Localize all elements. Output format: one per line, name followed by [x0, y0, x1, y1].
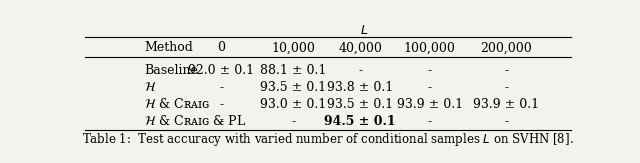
Text: 93.5 ± 0.1: 93.5 ± 0.1 [327, 98, 394, 111]
Text: 93.9 ± 0.1: 93.9 ± 0.1 [397, 98, 463, 111]
Text: -: - [220, 115, 223, 128]
Text: -: - [220, 81, 223, 94]
Text: -: - [358, 64, 362, 77]
Text: 93.9 ± 0.1: 93.9 ± 0.1 [474, 98, 540, 111]
Text: -: - [428, 115, 432, 128]
Text: 93.0 ± 0.1: 93.0 ± 0.1 [260, 98, 326, 111]
Text: -: - [291, 115, 295, 128]
Text: $\mathcal{H}$: $\mathcal{H}$ [145, 81, 157, 94]
Text: Method: Method [145, 41, 193, 54]
Text: 94.5 ± 0.1: 94.5 ± 0.1 [324, 115, 396, 128]
Text: Baseline: Baseline [145, 64, 198, 77]
Text: 93.8 ± 0.1: 93.8 ± 0.1 [327, 81, 394, 94]
Text: -: - [428, 81, 432, 94]
Text: -: - [220, 98, 223, 111]
Text: -: - [504, 115, 509, 128]
Text: Table 1:  Test accuracy with varied number of conditional samples $L$ on SVHN [8: Table 1: Test accuracy with varied numbe… [82, 131, 574, 148]
Text: 0: 0 [218, 41, 225, 54]
Text: -: - [428, 64, 432, 77]
Text: $L$: $L$ [360, 24, 368, 37]
Text: 40,000: 40,000 [339, 41, 382, 54]
Text: 88.1 ± 0.1: 88.1 ± 0.1 [260, 64, 326, 77]
Text: 93.5 ± 0.1: 93.5 ± 0.1 [260, 81, 326, 94]
Text: 92.0 ± 0.1: 92.0 ± 0.1 [188, 64, 255, 77]
Text: -: - [504, 64, 509, 77]
Text: 100,000: 100,000 [404, 41, 456, 54]
Text: $\mathcal{H}$ & Cʀᴀɪɢ: $\mathcal{H}$ & Cʀᴀɪɢ [145, 97, 211, 111]
Text: 10,000: 10,000 [271, 41, 316, 54]
Text: 200,000: 200,000 [481, 41, 532, 54]
Text: -: - [504, 81, 509, 94]
Text: $\mathcal{H}$ & Cʀᴀɪɢ & PL: $\mathcal{H}$ & Cʀᴀɪɢ & PL [145, 114, 246, 128]
